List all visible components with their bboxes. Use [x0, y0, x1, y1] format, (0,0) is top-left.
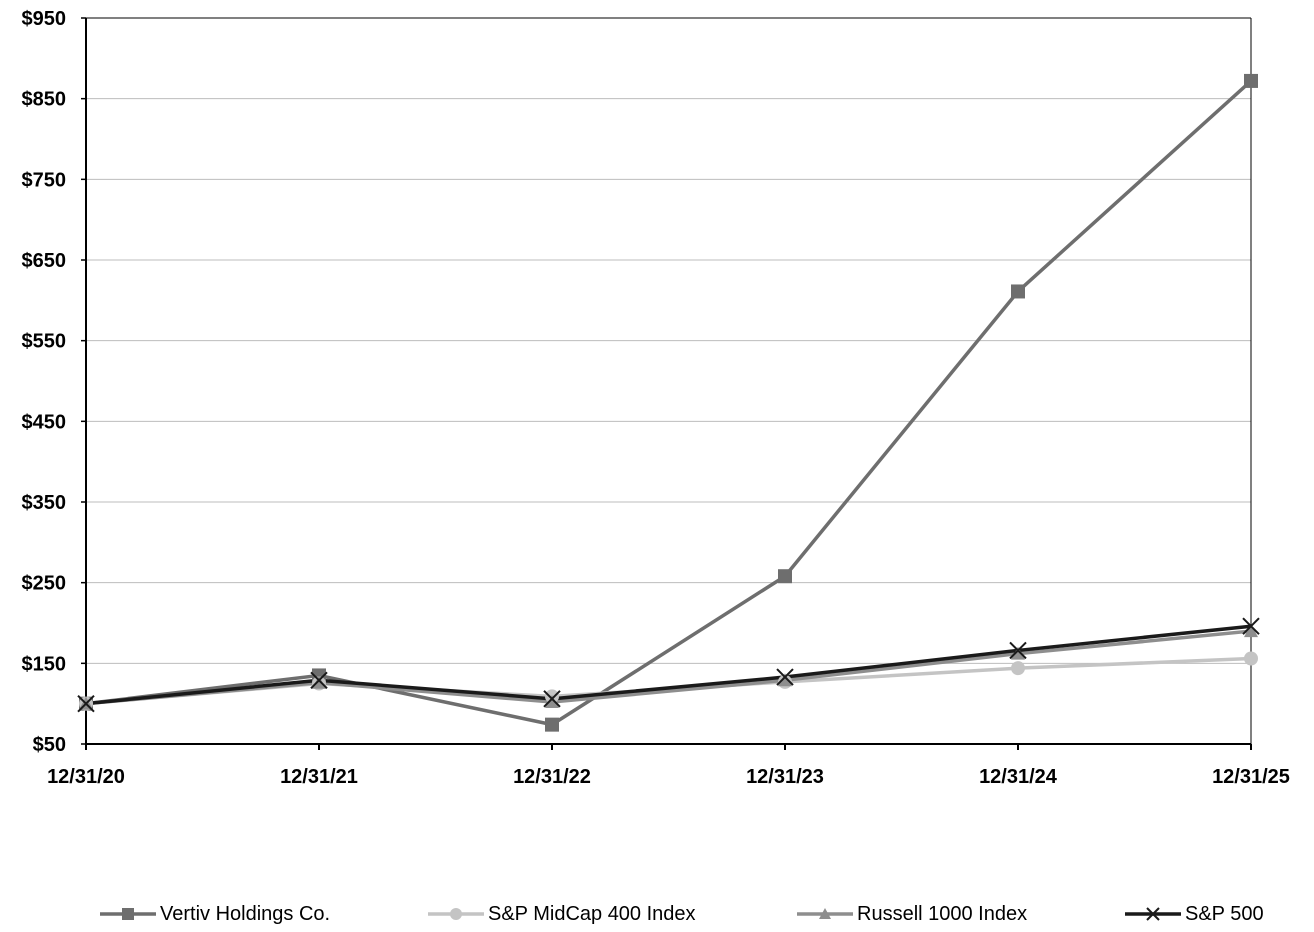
legend: Vertiv Holdings Co. S&P MidCap 400 Index R…	[0, 896, 1314, 932]
x-marker-stroke	[310, 671, 328, 689]
series-lines	[85, 79, 1253, 727]
series-line-2	[85, 629, 1252, 706]
legend-item: Russell 1000 Index	[797, 896, 1027, 932]
square-marker	[778, 569, 792, 584]
y-axis-tick-labels: $50 $150 $250 $350 $450 $550 $650 $750 $850 $950	[22, 8, 67, 756]
triangle-marker	[545, 695, 559, 709]
circle-marker	[1011, 661, 1025, 676]
legend-label: Vertiv Holdings Co.	[160, 902, 331, 925]
legend-label: S&P MidCap 400 Index	[488, 902, 696, 925]
x-tick-label: 12/31/22	[513, 766, 591, 788]
triangle-marker	[1244, 624, 1258, 638]
triangle-marker	[312, 675, 326, 689]
circle-marker	[1244, 651, 1258, 666]
x-marker-stroke	[776, 668, 794, 686]
triangle-legend-swatch-icon	[797, 908, 853, 919]
series-line-3	[85, 624, 1252, 706]
triangle-marker	[1011, 646, 1025, 660]
x-tick-label: 12/31/23	[746, 766, 824, 788]
legend-item: Vertiv Holdings Co.	[100, 896, 330, 932]
legend-item: S&P MidCap 400 Index	[428, 896, 696, 932]
y-tick-label: $550	[22, 331, 67, 353]
square-legend-swatch-icon	[100, 908, 156, 920]
y-tick-label: $850	[22, 89, 67, 111]
y-tick-label: $50	[33, 734, 66, 756]
y-tick-label: $450	[22, 411, 67, 433]
square-marker	[545, 717, 559, 732]
x-marker-stroke	[1009, 641, 1027, 660]
triangle-marker	[778, 673, 792, 687]
square-marker	[122, 908, 134, 920]
square-marker	[1244, 73, 1258, 88]
axes	[81, 17, 1252, 750]
x-marker-stroke	[1242, 617, 1260, 635]
y-tick-label: $150	[22, 653, 67, 675]
legend-item: S&P 500	[1125, 896, 1264, 932]
x-marker	[310, 671, 328, 689]
x-marker-stroke	[77, 694, 95, 713]
legend-label: S&P 500	[1185, 902, 1264, 925]
x-marker	[1242, 617, 1260, 635]
circle-marker	[450, 908, 462, 920]
square-marker	[1011, 284, 1025, 299]
x-marker	[1009, 641, 1027, 660]
y-tick-label: $250	[22, 573, 67, 595]
triangle-marker	[819, 908, 831, 919]
x-marker	[1146, 907, 1160, 921]
x-marker	[776, 668, 794, 686]
series-line-0	[85, 79, 1253, 727]
x-marker	[543, 690, 561, 708]
y-tick-label: $750	[22, 169, 67, 191]
x-legend-swatch-icon	[1125, 907, 1181, 921]
legend-label: Russell 1000 Index	[857, 902, 1028, 925]
y-tick-label: $650	[22, 250, 67, 272]
x-tick-label: 12/31/21	[280, 766, 358, 788]
x-tick-label: 12/31/25	[1212, 766, 1290, 788]
circle-legend-swatch-icon	[428, 908, 484, 920]
x-marker-stroke	[543, 690, 561, 708]
gridlines	[86, 17, 1251, 664]
y-tick-label: $350	[22, 492, 67, 514]
line-chart: $50$150$250$350$450$550$650$750$850$950 …	[22, 8, 1290, 788]
x-axis-tick-labels: 12/31/20 12/31/21 12/31/22 12/31/23 12/31/24…	[47, 766, 1290, 788]
series-markers	[77, 73, 1260, 732]
x-tick-label: 12/31/24	[979, 766, 1058, 788]
x-marker	[77, 694, 95, 713]
x-tick-label: 12/31/20	[47, 766, 125, 788]
x-marker-stroke	[1146, 907, 1160, 921]
y-tick-label: $950	[22, 8, 67, 30]
